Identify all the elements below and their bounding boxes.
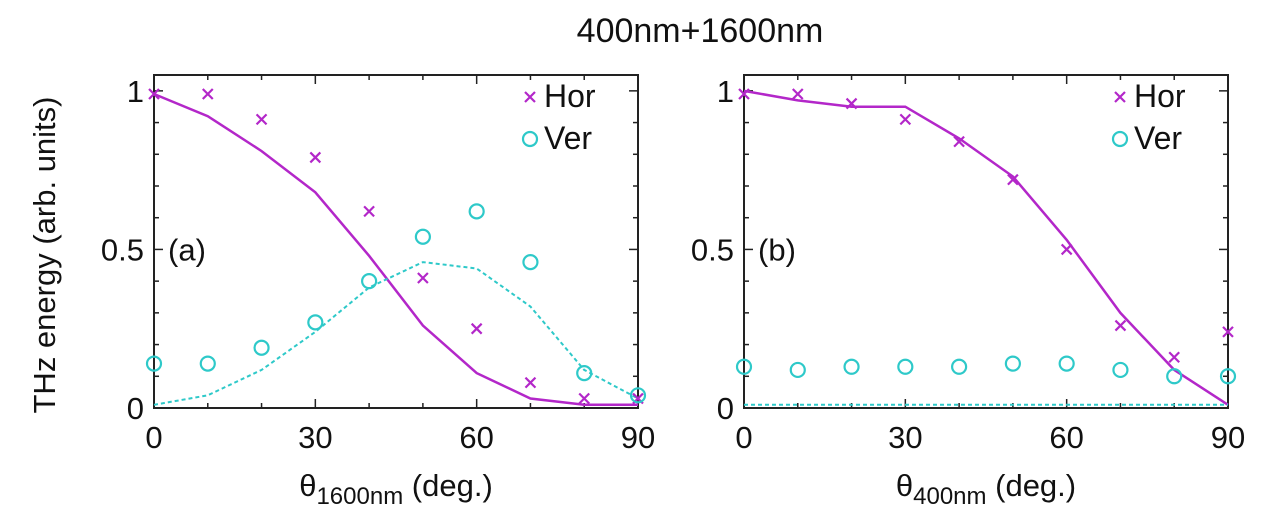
plot-frame <box>743 74 1229 409</box>
data-point-ver <box>1058 355 1075 372</box>
x-tick-label: 60 <box>459 420 493 455</box>
legend-label: Ver <box>544 120 592 156</box>
data-point-hor <box>148 88 160 100</box>
legend-label: Hor <box>1134 78 1186 114</box>
x-axis-label-symbol: θ <box>896 468 913 503</box>
x-tick-label: 90 <box>621 420 655 455</box>
panel-b: 0 30 60 90 0 0.5 1 θ400nm (deg.) (b) Hor Ver <box>691 74 1245 510</box>
data-point-ver <box>145 355 163 372</box>
x-tick-label: 60 <box>1049 420 1083 455</box>
data-point-ver <box>1004 355 1021 372</box>
data-point-hor <box>792 88 804 100</box>
data-point-ver <box>253 339 270 356</box>
y-tick-label: 0 <box>717 391 734 426</box>
figure-title: 400nm+1600nm <box>577 12 824 50</box>
x-axis-label: θ400nm (deg.) <box>896 468 1076 510</box>
data-point-ver <box>199 355 216 372</box>
plot-frame <box>153 74 639 409</box>
data-point-ver <box>897 358 914 375</box>
data-point-ver <box>629 387 647 404</box>
data-point-ver <box>951 358 968 375</box>
y-tick-label: 0 <box>127 391 144 426</box>
data-point-hor <box>845 97 858 110</box>
data-point-hor <box>524 376 537 389</box>
data-point-hor <box>1222 326 1234 338</box>
data-point-hor <box>1007 173 1019 186</box>
legend-marker-ver <box>521 130 539 148</box>
data-point-ver <box>522 254 539 271</box>
x-tick-label: 30 <box>298 420 332 455</box>
data-point-hor <box>1114 319 1127 332</box>
data-point-ver <box>361 273 378 290</box>
x-axis-label: θ1600nm (deg.) <box>299 468 493 510</box>
data-point-hor <box>255 113 268 126</box>
y-tick-label: 1 <box>127 74 144 109</box>
fit-line <box>153 261 639 406</box>
panel-a: 0 30 60 90 0 0.5 1 θ1600nm (deg.) (a) Hor Ver <box>101 74 655 510</box>
x-tick-label: 0 <box>145 420 162 455</box>
data-point-ver <box>414 228 431 245</box>
y-tick-label: 0.5 <box>691 232 734 267</box>
x-axis-label-unit: (deg.) <box>403 468 493 503</box>
data-point-hor <box>470 322 483 335</box>
data-point-hor <box>363 205 375 218</box>
x-axis-label-symbol: θ <box>299 468 316 503</box>
x-axis-label-unit: (deg.) <box>987 468 1077 503</box>
panel-label: (b) <box>758 232 796 267</box>
data-point-hor <box>417 272 429 284</box>
x-tick-label: 30 <box>888 420 922 455</box>
x-axis-label-subscript: 400nm <box>913 483 986 510</box>
data-point-hor <box>578 392 590 405</box>
data-point-ver <box>1219 368 1237 385</box>
data-point-ver <box>789 361 806 379</box>
data-point-hor <box>202 88 214 100</box>
data-point-hor <box>1060 243 1073 256</box>
x-tick-label: 0 <box>735 420 752 455</box>
y-tick-label: 1 <box>717 74 734 109</box>
data-point-ver <box>843 358 860 375</box>
legend-label: Ver <box>1134 120 1182 156</box>
x-tick-label: 90 <box>1211 420 1245 455</box>
data-point-hor <box>953 135 965 148</box>
x-axis-label-subscript: 1600nm <box>316 483 403 510</box>
data-point-ver <box>576 365 593 382</box>
fit-line <box>743 89 1229 406</box>
data-point-ver <box>468 203 485 220</box>
panel-label: (a) <box>168 232 206 267</box>
legend-marker-hor <box>524 91 536 103</box>
data-point-hor <box>899 113 912 126</box>
legend-marker-ver <box>1111 130 1129 148</box>
data-point-ver <box>1166 368 1183 385</box>
data-point-ver <box>1112 361 1129 379</box>
y-axis-label: THz energy (arb. units) <box>27 97 62 414</box>
data-point-hor <box>309 151 322 164</box>
data-point-hor <box>1168 351 1180 364</box>
fit-line <box>153 92 638 407</box>
data-point-ver <box>735 358 753 375</box>
data-point-hor <box>738 88 750 100</box>
data-point-ver <box>307 314 324 331</box>
y-tick-label: 0.5 <box>101 232 144 267</box>
legend-label: Hor <box>544 78 596 114</box>
legend-marker-hor <box>1114 91 1126 103</box>
